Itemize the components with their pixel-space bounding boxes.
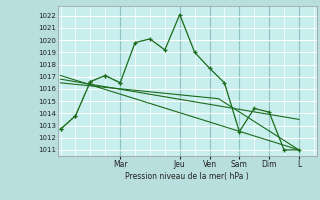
X-axis label: Pression niveau de la mer( hPa ): Pression niveau de la mer( hPa ) [125,172,249,181]
